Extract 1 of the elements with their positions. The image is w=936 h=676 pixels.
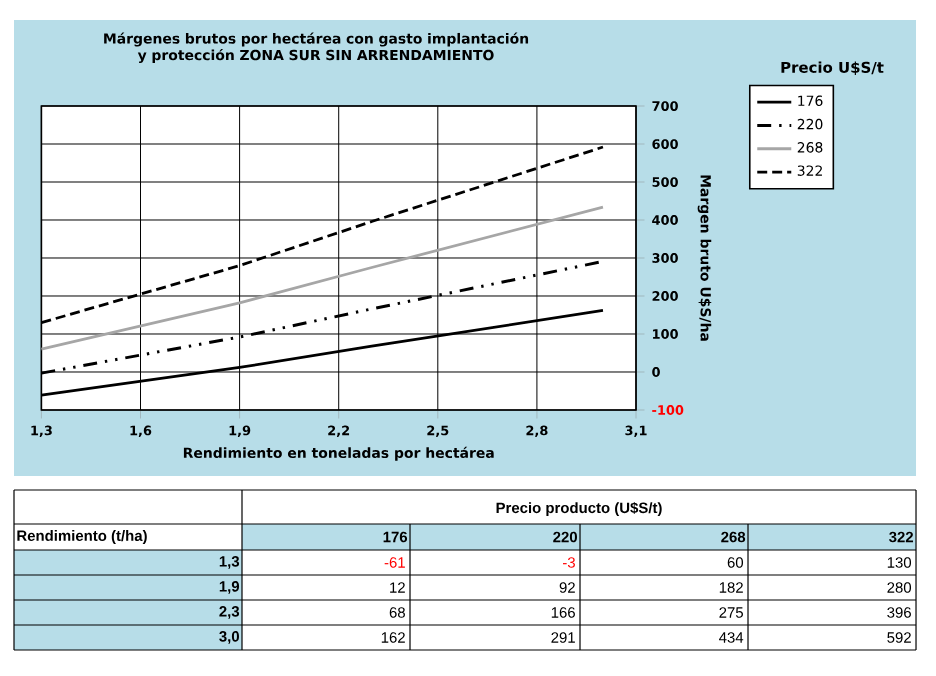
line-series bbox=[40, 205, 605, 351]
